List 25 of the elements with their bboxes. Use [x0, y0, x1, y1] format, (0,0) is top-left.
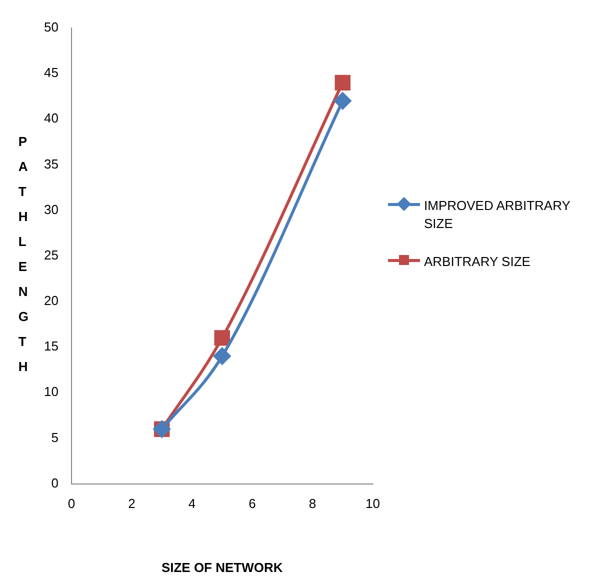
legend-label: IMPROVED ARBITRARY SIZE: [424, 197, 572, 233]
y-tick-label: 10: [44, 384, 58, 400]
x-tick-label: 4: [188, 496, 196, 512]
legend-label: ARBITRARY SIZE: [424, 253, 530, 271]
x-tick-label: 6: [248, 496, 256, 512]
point: [334, 92, 352, 110]
y-tick-label: 45: [44, 65, 58, 80]
y-tick-label: 0: [51, 475, 58, 490]
y-tick-label: 15: [44, 338, 58, 354]
point: [214, 330, 230, 346]
x-axis-title: SIZE OF NETWORK: [161, 560, 284, 575]
y-tick-label: 40: [44, 110, 58, 126]
y-tick-label: 20: [44, 293, 58, 308]
x-tick-label: 2: [128, 496, 136, 512]
text: PATH LENGTH: [18, 134, 29, 374]
y-tick-label: 30: [44, 202, 58, 217]
y-tick-label: 35: [44, 156, 58, 172]
x-tick-label: 8: [308, 496, 316, 512]
point: [214, 348, 231, 365]
y-tick-label: 5: [51, 430, 58, 445]
x-tick-label: 10: [366, 496, 380, 512]
y-tick-label: 25: [44, 247, 58, 262]
point: [334, 74, 351, 91]
y-tick-label: 50: [44, 20, 58, 35]
x-tick-label: 0: [68, 496, 76, 512]
